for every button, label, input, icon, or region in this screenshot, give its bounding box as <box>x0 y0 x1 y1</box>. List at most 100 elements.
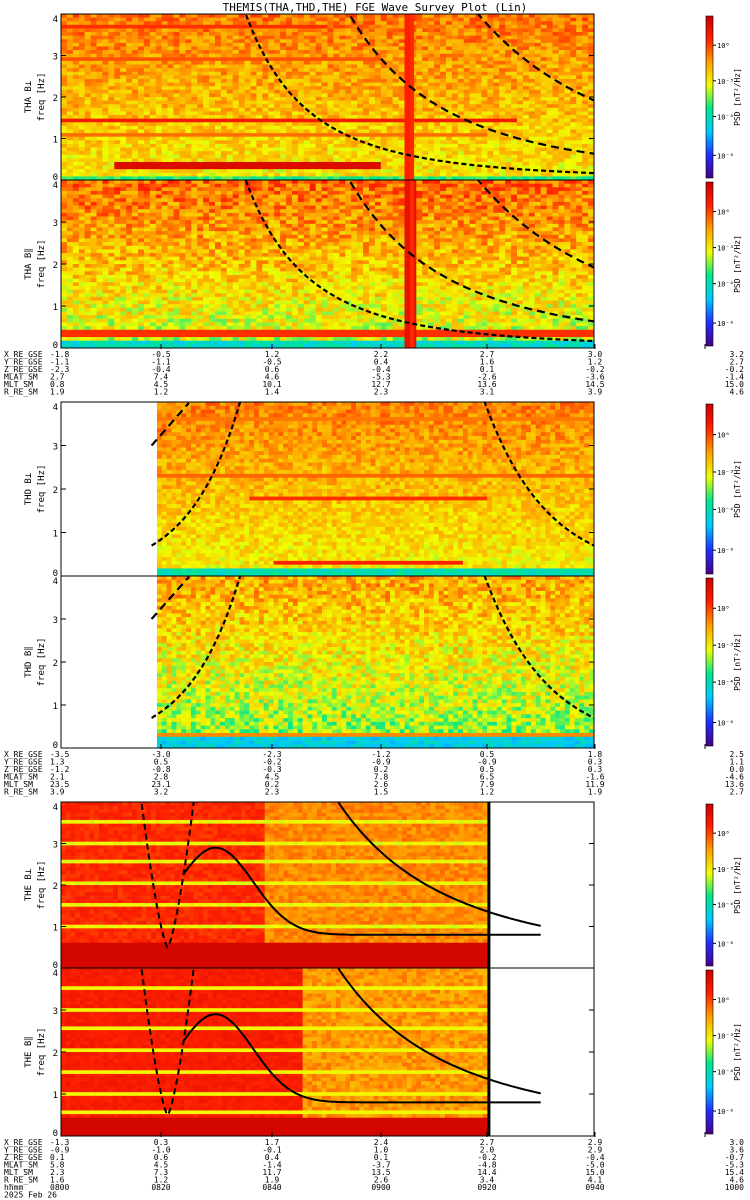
ephemeris-value: -0.4 <box>151 365 170 374</box>
y-tick-label: 4 <box>53 15 58 25</box>
ephemeris-label: Z_RE_GSE <box>4 365 43 374</box>
y-tick-label: 2 <box>53 94 58 104</box>
y-axis-unit: freq [Hz] <box>37 465 47 514</box>
ephemeris-value: -0.2 <box>477 1153 496 1162</box>
ephemeris-value: 4.1 <box>588 1176 603 1185</box>
ephemeris-value: 1.2 <box>265 350 280 359</box>
curve-the_bii-0 <box>337 968 541 1095</box>
colorbar: 10⁰ 10⁻³ 10⁻⁴ 10⁻⁶ PSD [nT²/Hz] <box>705 803 742 967</box>
y-tick-label: 3 <box>53 616 58 626</box>
ephemeris-value: -4.8 <box>477 1161 496 1170</box>
ephemeris-label: MLT_SM <box>4 1168 33 1177</box>
ephemeris-value: 2.5 <box>730 750 745 759</box>
colorbar-tick: 10⁰ <box>717 432 730 440</box>
ephemeris-value: -3.7 <box>371 1161 390 1170</box>
curve-tha_bl-2 <box>476 14 594 102</box>
ephemeris-value: 2.9 <box>588 1146 603 1155</box>
ephemeris-value: -1.8 <box>50 350 69 359</box>
ephemeris-tables: X_RE_GSEY_RE_GSEZ_RE_GSEMLAT_SMMLT_SMR_R… <box>4 344 744 1200</box>
data-end-bar <box>487 802 491 968</box>
ephemeris-value: 2.7 <box>480 350 495 359</box>
ephemeris-value: 2.9 <box>588 1138 603 1147</box>
ephemeris-value: 15.4 <box>725 1168 744 1177</box>
ephemeris-value: 0.4 <box>265 1153 280 1162</box>
ephemeris-value: 2.4 <box>374 1138 389 1147</box>
colorbar: 10⁰ 10⁻³ 10⁻⁴ 10⁻⁶ PSD [nT²/Hz] <box>705 969 742 1135</box>
curve-thd_bl-1 <box>151 402 242 547</box>
y-tick-label: 1 <box>53 530 58 540</box>
colorbar-tick: 10⁻⁴ <box>717 281 734 289</box>
ephemeris-label: MLT_SM <box>4 380 33 389</box>
ephemeris-value: -0.5 <box>262 358 281 367</box>
ephemeris-value: 1.9 <box>50 388 65 397</box>
ephemeris-value: 0.0 <box>730 765 745 774</box>
y-tick-label: 3 <box>53 53 58 63</box>
ephemeris-value: -1.3 <box>50 1138 69 1147</box>
y-tick-label: 1 <box>53 702 58 712</box>
ephemeris-value: -1.2 <box>371 750 390 759</box>
colorbar-tick: 10⁰ <box>717 830 730 838</box>
ephemeris-value: 0820 <box>151 1183 170 1192</box>
ephemeris-value: 2.0 <box>480 1146 495 1155</box>
colorbar-tick: 10⁻⁶ <box>717 1108 734 1116</box>
ephemeris-label: hhmm <box>4 1183 23 1192</box>
ephemeris-value: 2.7 <box>50 373 65 382</box>
ephemeris-value: -0.9 <box>371 758 390 767</box>
ephemeris-value: -2.3 <box>50 365 69 374</box>
ephemeris-value: -0.2 <box>262 758 281 767</box>
ephemeris-label: Y_RE_GSE <box>4 358 43 367</box>
curve-thd_bl-2 <box>483 402 594 547</box>
ephemeris-value: 0.2 <box>374 765 389 774</box>
colorbar: 10⁰ 10⁻³ 10⁻⁴ 10⁻⁶ PSD [nT²/Hz] <box>705 181 742 347</box>
ephemeris-value: 4.6 <box>730 388 745 397</box>
ephemeris-value: -2.3 <box>262 750 281 759</box>
ephemeris-value: -5.3 <box>725 1161 744 1170</box>
ephemeris-value: -0.4 <box>585 1153 604 1162</box>
ephemeris-value: 3.2 <box>730 350 745 359</box>
y-tick-label: 0 <box>53 173 58 183</box>
ephemeris-value: -5.3 <box>371 373 390 382</box>
colorbar-tick: 10⁻⁶ <box>717 320 734 328</box>
ephemeris-value: 0920 <box>477 1183 496 1192</box>
y-axis-label: THA B⊥ <box>24 80 34 113</box>
ephemeris-value: 0.3 <box>588 758 603 767</box>
ephemeris-label: MLAT_SM <box>4 373 38 382</box>
ephemeris-value: 1.3 <box>50 758 65 767</box>
y-tick-label: 0 <box>53 341 58 351</box>
ephemeris-value: 2.3 <box>374 388 389 397</box>
ephemeris-value: 0.3 <box>588 765 603 774</box>
ephemeris-value: -1.4 <box>725 373 744 382</box>
curve-the_bl-2 <box>140 802 195 950</box>
ephemeris-value: 5.8 <box>50 1161 65 1170</box>
ephemeris-value: 7.3 <box>154 1168 169 1177</box>
ephemeris-value: 14.4 <box>477 1168 496 1177</box>
ephemeris-value: -2.6 <box>477 373 496 382</box>
ephemeris-value: 13.6 <box>477 380 496 389</box>
curve-tha_bl-1 <box>244 14 594 175</box>
colorbar-tick: 10⁻⁴ <box>717 901 734 909</box>
ephemeris-value: 1.7 <box>265 1138 280 1147</box>
ephemeris-value: 0.8 <box>50 380 65 389</box>
y-axis-label: THA B∥ <box>24 248 34 280</box>
y-tick-label: 1 <box>53 303 58 313</box>
ephemeris-value: -1.0 <box>151 1146 170 1155</box>
ephemeris-value: -1.2 <box>50 765 69 774</box>
colorbar-tick: 10⁻⁴ <box>717 1069 734 1077</box>
colorbar-label: PSD [nT²/Hz] <box>733 460 742 518</box>
colorbar-label: PSD [nT²/Hz] <box>733 1023 742 1081</box>
colorbar-label: PSD [nT²/Hz] <box>733 633 742 691</box>
y-tick-label: 1 <box>53 136 58 146</box>
ephemeris-value: 0.6 <box>265 365 280 374</box>
colorbar-tick: 10⁰ <box>717 209 730 217</box>
y-tick-label: 0 <box>53 569 58 579</box>
ephemeris-value: 3.2 <box>154 788 169 797</box>
ephemeris-value: 0.1 <box>480 365 495 374</box>
colorbar-tick: 10⁰ <box>717 605 730 613</box>
colorbar-label: PSD [nT²/Hz] <box>733 68 742 126</box>
ephemeris-value: 0840 <box>262 1183 281 1192</box>
ephemeris-value: 13.6 <box>725 780 744 789</box>
ephemeris-value: -1.4 <box>262 1161 281 1170</box>
ephemeris-value: 0.3 <box>154 1138 169 1147</box>
ephemeris-value: 2.3 <box>265 788 280 797</box>
heatmap-the_bl <box>61 802 488 968</box>
